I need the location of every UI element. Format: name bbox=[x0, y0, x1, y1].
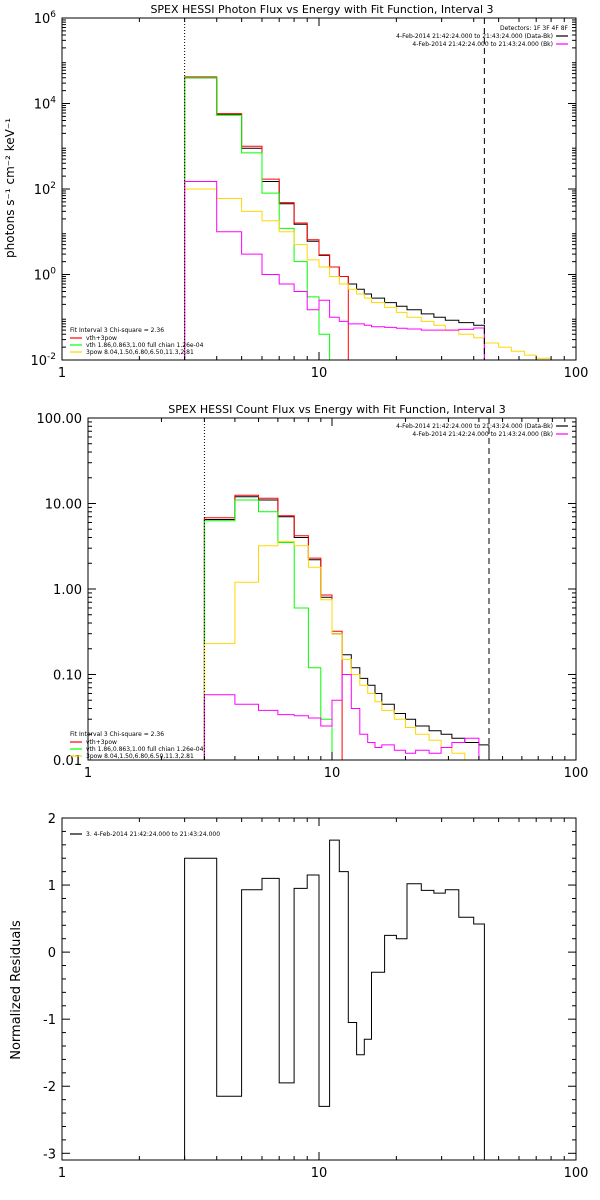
x-tick-label: 100 bbox=[564, 766, 589, 781]
series-data-bk bbox=[203, 496, 490, 760]
y-tick-base: 10 bbox=[34, 12, 51, 27]
photon-flux-chart: SPEX HESSI Photon Flux vs Energy with Fi… bbox=[3, 3, 589, 381]
series-3pow bbox=[203, 540, 503, 761]
plot-series bbox=[184, 76, 552, 360]
series-vth-3pow bbox=[203, 494, 343, 760]
y-tick-label: 106 bbox=[34, 10, 57, 27]
y-axis-label: Normalized Residuals bbox=[9, 920, 24, 1060]
x-axis: 1 10 100 bbox=[58, 18, 589, 381]
legend-entry-label: vth 1.86,0.863,1.00 full chian 1.26e-04 bbox=[86, 342, 204, 349]
legend-entry-label: vth+3pow bbox=[86, 335, 117, 342]
y-tick-label: 0 bbox=[48, 946, 56, 961]
y-tick-exponent: -2 bbox=[47, 352, 56, 362]
legend-top-right: Detectors: 1F 3F 4F 8F 4-Feb-2014 21:42:… bbox=[396, 25, 568, 48]
legend-entry-label: 4-Feb-2014 21:42:24.000 to 21:43:24.000 … bbox=[412, 431, 553, 438]
y-tick-label: 104 bbox=[34, 96, 57, 113]
y-tick-label: 10.00 bbox=[45, 498, 82, 513]
legend-entry-label: 3pow 8.04,1.50,6.80,6.50,11.3,2.81 bbox=[86, 349, 194, 356]
y-tick-exponent: 2 bbox=[50, 181, 56, 191]
x-tick-label: 100 bbox=[564, 366, 589, 381]
y-tick-label: 100.00 bbox=[37, 412, 83, 427]
y-tick-label: 102 bbox=[34, 181, 56, 198]
series-data-bk bbox=[184, 77, 485, 360]
legend-entry-label: 3pow 8.04,1.50,6.80,6.50,11.3,2.81 bbox=[86, 753, 194, 760]
legend-top-right: 4-Feb-2014 21:42:24.000 to 21:43:24.000 … bbox=[396, 423, 568, 438]
y-axis: 0.01 0.10 1.00 10.00 100.00 bbox=[37, 412, 576, 769]
x-tick-label: 1 bbox=[84, 766, 92, 781]
y-tick-label: 0.10 bbox=[53, 669, 82, 684]
chart-title: SPEX HESSI Photon Flux vs Energy with Fi… bbox=[150, 3, 493, 16]
y-axis-label: photons s⁻¹ cm⁻² keV⁻¹ bbox=[3, 118, 17, 258]
series-vth bbox=[203, 499, 343, 761]
x-tick-label: 1 bbox=[58, 366, 66, 381]
legend-entry-label: 3. 4-Feb-2014 21:42:24.000 to 21:43:24.0… bbox=[86, 831, 220, 838]
legend-bottom-left: Fit Interval 3 Chi-square = 2.36 vth+3po… bbox=[70, 731, 204, 760]
y-tick-label: -3 bbox=[43, 1147, 56, 1162]
fit-summary: Fit Interval 3 Chi-square = 2.36 bbox=[70, 731, 164, 738]
y-tick-exponent: 0 bbox=[50, 267, 56, 277]
legend-entry-label: vth+3pow bbox=[86, 739, 117, 746]
reference-lines bbox=[203, 418, 490, 760]
count-flux-chart: SPEX HESSI Count Flux vs Energy with Fit… bbox=[37, 403, 589, 781]
residuals-chart: Normalized Residuals 1 10 100 -3 -2 -1 0 1 2 3.… bbox=[9, 812, 589, 1181]
y-tick-base: 10 bbox=[34, 98, 51, 113]
series-bk bbox=[184, 181, 485, 360]
y-tick-label: -2 bbox=[43, 1080, 56, 1095]
x-axis: 1 10 100 bbox=[58, 818, 589, 1181]
legend-entry-label: 4-Feb-2014 21:42:24.000 to 21:43:24.000 … bbox=[412, 41, 553, 48]
y-tick-label: 1.00 bbox=[53, 583, 82, 598]
x-tick-label: 10 bbox=[311, 1166, 328, 1181]
legend-header: Detectors: 1F 3F 4F 8F bbox=[500, 25, 569, 32]
series-3pow bbox=[184, 188, 552, 360]
y-tick-exponent: 4 bbox=[50, 96, 56, 106]
x-tick-label: 100 bbox=[564, 1166, 589, 1181]
y-tick-label: -1 bbox=[43, 1013, 56, 1028]
y-tick-label: 0.01 bbox=[53, 754, 82, 769]
legend-entry-label: 4-Feb-2014 21:42:24.000 to 21:43:24.000 … bbox=[396, 33, 553, 40]
legend-bottom-left: Fit Interval 3 Chi-square = 2.36 vth+3po… bbox=[70, 327, 204, 356]
legend: 3. 4-Feb-2014 21:42:24.000 to 21:43:24.0… bbox=[70, 831, 220, 838]
y-tick-label: 10-2 bbox=[30, 352, 56, 369]
fit-summary: Fit Interval 3 Chi-square = 2.36 bbox=[70, 327, 164, 334]
y-tick-label: 100 bbox=[34, 267, 57, 284]
y-tick-base: 10 bbox=[30, 354, 47, 369]
reference-lines bbox=[184, 18, 485, 360]
x-tick-label: 10 bbox=[324, 766, 341, 781]
y-tick-base: 10 bbox=[34, 183, 51, 198]
x-axis: 1 10 100 bbox=[84, 418, 589, 781]
y-tick-exponent: 6 bbox=[50, 10, 56, 20]
legend-entry-label: vth 1.86,0.863,1.00 full chian 1.26e-04 bbox=[86, 746, 204, 753]
series-vth bbox=[184, 77, 331, 360]
y-tick-label: 1 bbox=[48, 879, 56, 894]
y-tick-base: 10 bbox=[34, 269, 51, 284]
y-tick-label: 2 bbox=[48, 812, 56, 827]
series-vth-3pow bbox=[184, 76, 349, 360]
x-tick-label: 1 bbox=[58, 1166, 66, 1181]
x-tick-label: 10 bbox=[311, 366, 328, 381]
series-bk bbox=[203, 674, 480, 760]
series-3-4-feb-2014-21-42-24-000-to-21-43-24-000 bbox=[184, 839, 485, 1160]
plot-series bbox=[184, 839, 485, 1160]
chart-title: SPEX HESSI Count Flux vs Energy with Fit… bbox=[168, 403, 505, 416]
y-axis: -3 -2 -1 0 1 2 bbox=[43, 812, 576, 1162]
plot-series bbox=[203, 494, 503, 761]
legend-entry-label: 4-Feb-2014 21:42:24.000 to 21:43:24.000 … bbox=[396, 423, 553, 430]
